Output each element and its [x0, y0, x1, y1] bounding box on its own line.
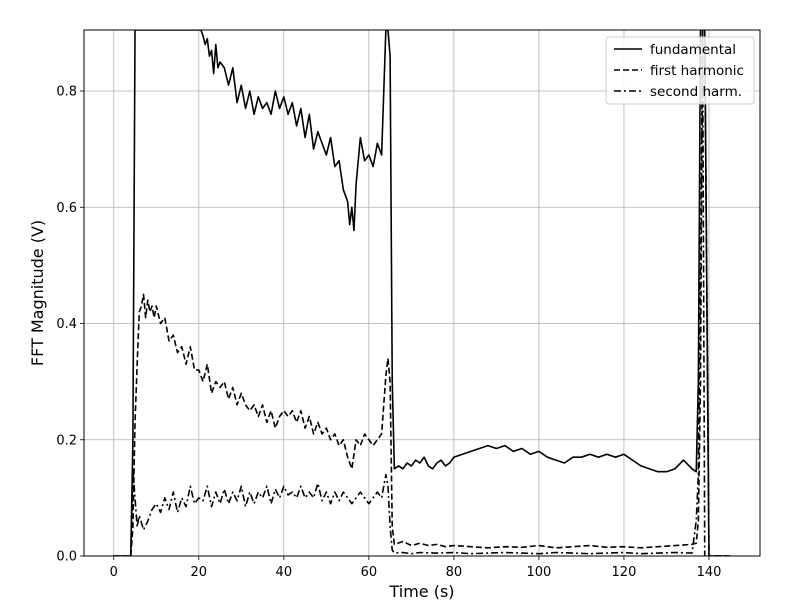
plot-frame	[83, 29, 761, 557]
grid	[84, 30, 760, 557]
series-lines	[113, 30, 731, 556]
series-line-3	[113, 30, 731, 556]
x-tick-label: 100	[527, 565, 552, 580]
y-tick-label: 0.4	[56, 317, 77, 332]
y-tick-label: 0.6	[56, 201, 77, 216]
series-line-1	[113, 30, 731, 556]
y-tick-label: 0.8	[56, 85, 77, 100]
x-tick-label: 0	[110, 565, 118, 580]
legend-entry-label: second harm.	[650, 84, 742, 100]
y-axis-label: FFT Magnitude (V)	[28, 220, 47, 366]
x-axis-label: Time (s)	[388, 582, 454, 600]
series-line-2	[113, 30, 731, 556]
legend-entry-label: fundamental	[650, 42, 736, 58]
x-tick-label: 140	[697, 565, 722, 580]
legend-box	[605, 36, 755, 105]
legend-entry-label: first harmonic	[650, 63, 744, 79]
x-tick-label: 80	[446, 565, 463, 580]
y-tick-label: 0.2	[56, 433, 77, 448]
ticks: 0 20 40 60 80 100 120 140 0.0 0.2 0.4 0.6 0.8	[56, 85, 721, 580]
y-tick-label: 0.0	[56, 550, 77, 565]
x-tick-label: 40	[276, 565, 293, 580]
x-tick-label: 20	[191, 565, 208, 580]
legend: fundamental first harmonic second harm.	[605, 36, 755, 105]
x-tick-label: 120	[612, 565, 637, 580]
x-tick-label: 60	[361, 565, 378, 580]
